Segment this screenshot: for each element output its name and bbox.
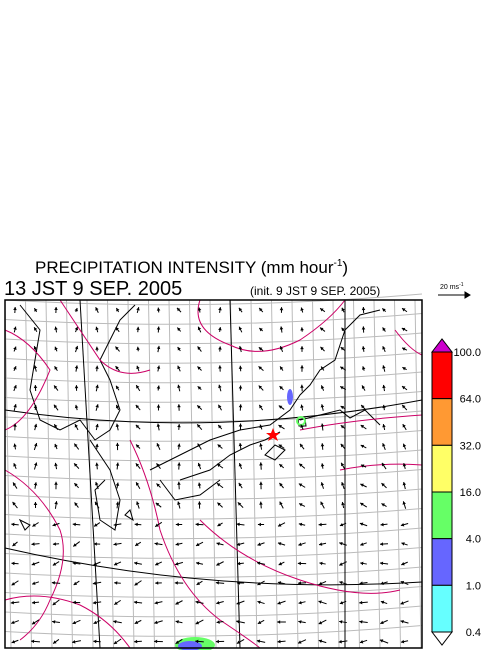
- colorbar-segment: [432, 585, 452, 632]
- colorbar-top-triangle: [432, 339, 452, 352]
- title: PRECIPITATION INTENSITY (mm hour-1): [35, 258, 348, 277]
- colorbar-label: 0.4: [466, 627, 481, 639]
- colorbar-label: 100.0: [453, 347, 481, 359]
- title-text: PRECIPITATION INTENSITY (mm hour: [35, 258, 334, 277]
- colorbar-segment: [432, 539, 452, 586]
- colorbar-label: 1.0: [466, 580, 481, 592]
- title-close: ): [342, 258, 348, 277]
- colorbar-segment: [432, 445, 452, 492]
- colorbar-label: 16.0: [460, 487, 481, 499]
- wind-scale-label: 20 ms-1: [440, 282, 464, 291]
- init-time: (init. 9 JST 9 SEP. 2005): [250, 284, 380, 298]
- colorbar-segment: [432, 492, 452, 539]
- colorbar-label: 4.0: [466, 534, 481, 546]
- colorbar-segment: [432, 352, 452, 399]
- colorbar-label: 32.0: [460, 440, 481, 452]
- colorbar: 100.0 64.0 32.0 16.0 4.0 1.0 0.4: [432, 339, 481, 645]
- map: [5, 294, 422, 650]
- colorbar-bottom-triangle: [432, 632, 452, 645]
- colorbar-segment: [432, 399, 452, 446]
- valid-time: 13 JST 9 SEP. 2005: [4, 278, 182, 300]
- colorbar-label: 64.0: [460, 394, 481, 406]
- wind-scale-text: 20 ms: [440, 284, 460, 291]
- wind-scale-arrow: [438, 292, 470, 298]
- wind-scale-superscript: -1: [459, 282, 464, 288]
